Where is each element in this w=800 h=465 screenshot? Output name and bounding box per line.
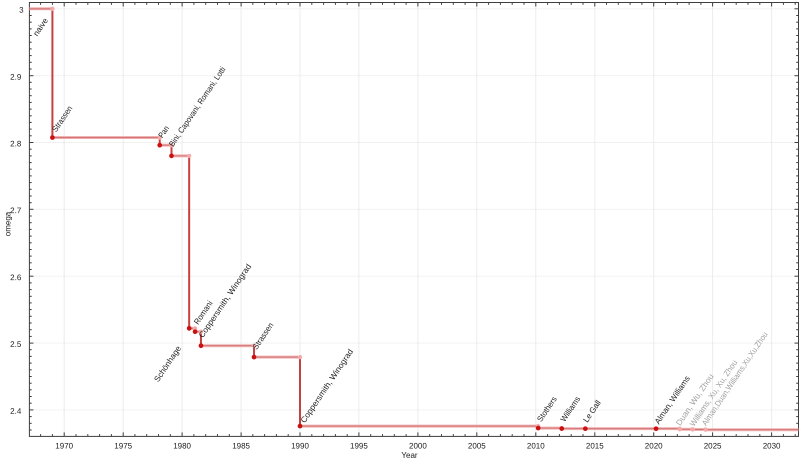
svg-text:2030: 2030 (763, 441, 781, 450)
svg-text:2.5: 2.5 (10, 340, 22, 349)
svg-text:2.4: 2.4 (10, 407, 22, 416)
svg-text:omega: omega (4, 211, 13, 236)
svg-text:3: 3 (19, 6, 24, 15)
svg-text:2025: 2025 (704, 441, 722, 450)
svg-text:2.9: 2.9 (10, 73, 22, 82)
svg-text:2010: 2010 (527, 441, 545, 450)
svg-text:1975: 1975 (114, 441, 132, 450)
svg-text:1980: 1980 (173, 441, 191, 450)
svg-text:2005: 2005 (468, 441, 486, 450)
svg-text:2000: 2000 (409, 441, 427, 450)
svg-text:Year: Year (401, 451, 418, 460)
svg-text:2.8: 2.8 (10, 139, 22, 148)
svg-text:1985: 1985 (232, 441, 250, 450)
svg-text:2.7: 2.7 (10, 206, 22, 215)
svg-text:2015: 2015 (586, 441, 604, 450)
svg-text:2020: 2020 (645, 441, 663, 450)
svg-text:1995: 1995 (350, 441, 368, 450)
svg-text:1990: 1990 (291, 441, 309, 450)
svg-text:2.6: 2.6 (10, 273, 22, 282)
svg-text:1970: 1970 (55, 441, 73, 450)
